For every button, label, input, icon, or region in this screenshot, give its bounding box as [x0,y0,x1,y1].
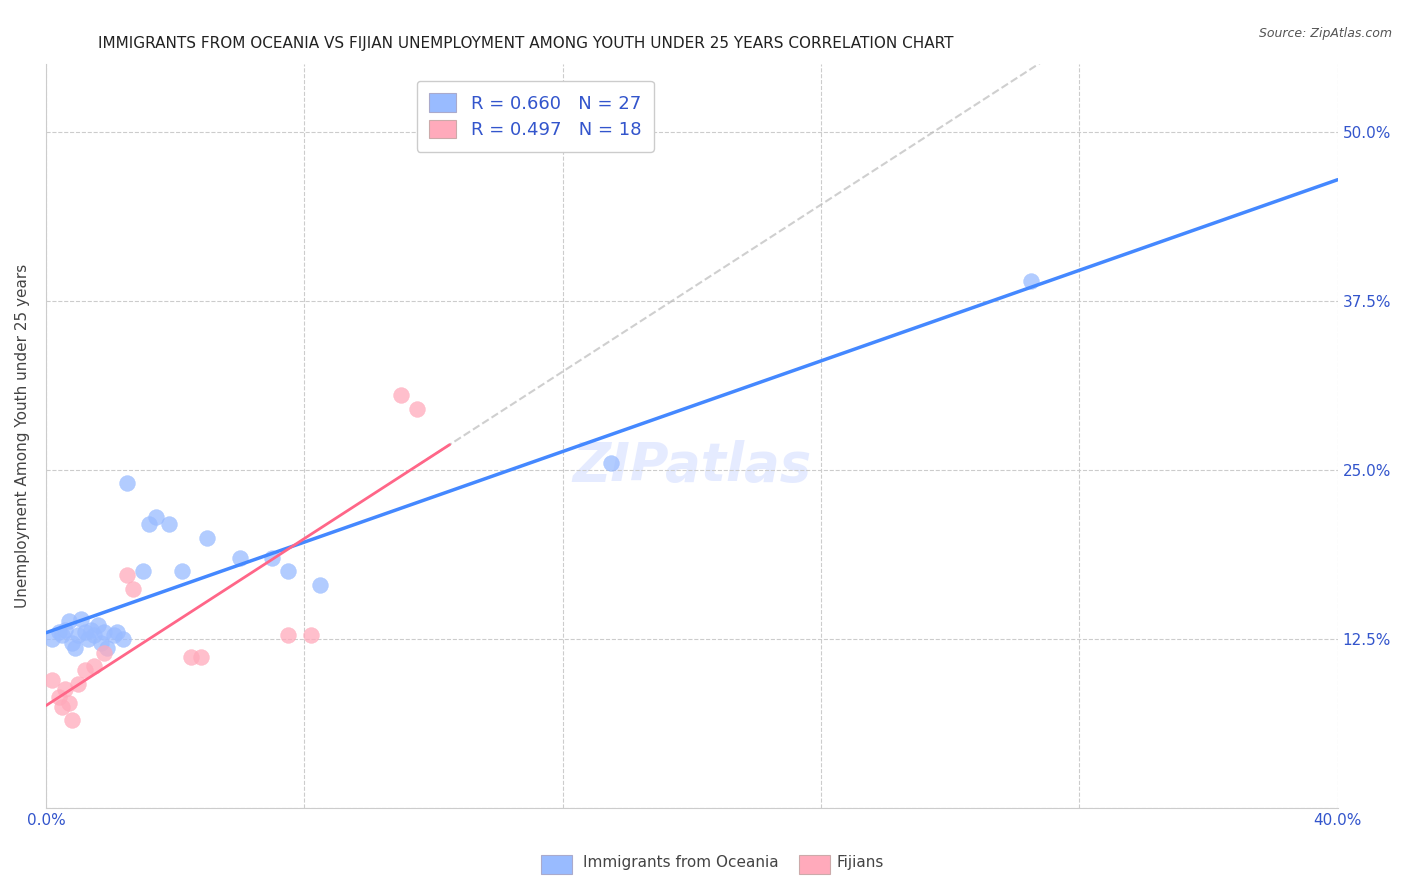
Point [299,628,322,642]
Point [60,636,83,650]
Point [105,625,128,640]
Point [103,628,125,642]
Point [157,516,180,531]
Point [197,531,219,545]
Point [309,578,332,592]
Point [228,550,250,565]
Y-axis label: Unemployment Among Youth under 25 years: Unemployment Among Youth under 25 years [15,264,30,608]
Point [77,632,100,646]
Point [277,565,299,579]
Point [406,402,429,417]
Point [70,612,93,626]
Text: ZIPatlas: ZIPatlas [572,440,811,491]
Point [170,565,193,579]
Legend: R = 0.660   N = 27, R = 0.497   N = 18: R = 0.660 N = 27, R = 0.497 N = 18 [416,80,654,152]
Text: IMMIGRANTS FROM OCEANIA VS FIJIAN UNEMPLOYMENT AMONG YOUTH UNDER 25 YEARS CORREL: IMMIGRANTS FROM OCEANIA VS FIJIAN UNEMPL… [98,36,953,51]
Point [277,628,299,642]
Point [122,582,145,596]
Point [190,649,212,664]
Text: Source: ZipAtlas.com: Source: ZipAtlas.com [1258,27,1392,40]
Point [90,636,112,650]
Text: Immigrants from Oceania: Immigrants from Oceania [583,855,779,870]
Point [67,676,90,690]
Point [67,628,90,642]
Point [48,625,70,640]
Point [132,565,155,579]
Point [73,663,96,677]
Point [53,623,76,637]
Point [83,628,105,642]
Point [115,568,138,582]
Point [389,388,412,402]
Point [93,646,115,660]
Point [41,632,63,646]
Point [112,632,135,646]
Point [260,550,283,565]
Text: Fijians: Fijians [837,855,884,870]
Point [58,696,80,710]
Point [145,510,167,524]
Point [73,625,96,640]
Point [80,623,103,637]
Point [1019,273,1042,287]
Point [51,699,73,714]
Point [51,628,73,642]
Point [53,681,76,696]
Point [60,713,83,727]
Point [600,456,623,470]
Point [138,516,160,531]
Point [180,649,202,664]
Point [58,615,80,629]
Point [115,476,138,491]
Point [41,673,63,687]
Point [83,659,105,673]
Point [86,618,108,632]
Point [48,690,70,705]
Point [93,625,115,640]
Point [63,641,86,656]
Point [96,641,118,656]
